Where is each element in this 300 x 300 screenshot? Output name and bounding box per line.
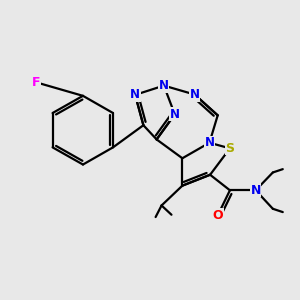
Text: N: N xyxy=(159,79,169,92)
Text: F: F xyxy=(32,76,40,89)
Text: N: N xyxy=(250,184,261,197)
Text: O: O xyxy=(212,209,223,222)
Text: N: N xyxy=(130,88,140,101)
Text: S: S xyxy=(225,142,234,155)
Text: N: N xyxy=(204,136,214,149)
Text: N: N xyxy=(170,108,180,121)
Text: N: N xyxy=(190,88,200,101)
